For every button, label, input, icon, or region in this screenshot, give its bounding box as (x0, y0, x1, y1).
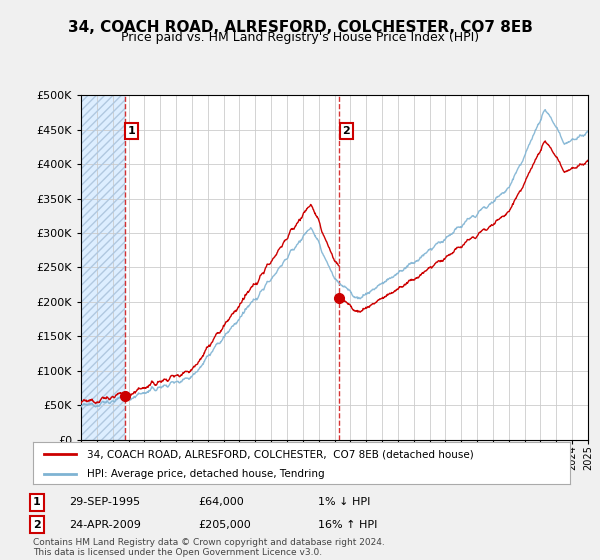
Text: Price paid vs. HM Land Registry's House Price Index (HPI): Price paid vs. HM Land Registry's House … (121, 31, 479, 44)
Text: 2: 2 (33, 520, 41, 530)
Text: 2: 2 (343, 126, 350, 136)
Text: 1: 1 (128, 126, 136, 136)
Text: Contains HM Land Registry data © Crown copyright and database right 2024.
This d: Contains HM Land Registry data © Crown c… (33, 538, 385, 557)
Text: £205,000: £205,000 (198, 520, 251, 530)
Text: 29-SEP-1995: 29-SEP-1995 (69, 497, 140, 507)
Text: HPI: Average price, detached house, Tendring: HPI: Average price, detached house, Tend… (87, 469, 325, 479)
Text: 34, COACH ROAD, ALRESFORD, COLCHESTER,  CO7 8EB (detached house): 34, COACH ROAD, ALRESFORD, COLCHESTER, C… (87, 449, 473, 459)
Text: 24-APR-2009: 24-APR-2009 (69, 520, 141, 530)
Bar (81, 95, 125, 440)
Text: 1% ↓ HPI: 1% ↓ HPI (318, 497, 370, 507)
Bar (81, 95, 125, 440)
Text: 34, COACH ROAD, ALRESFORD, COLCHESTER, CO7 8EB: 34, COACH ROAD, ALRESFORD, COLCHESTER, C… (68, 20, 532, 35)
Text: 16% ↑ HPI: 16% ↑ HPI (318, 520, 377, 530)
Text: 1: 1 (33, 497, 41, 507)
Text: £64,000: £64,000 (198, 497, 244, 507)
